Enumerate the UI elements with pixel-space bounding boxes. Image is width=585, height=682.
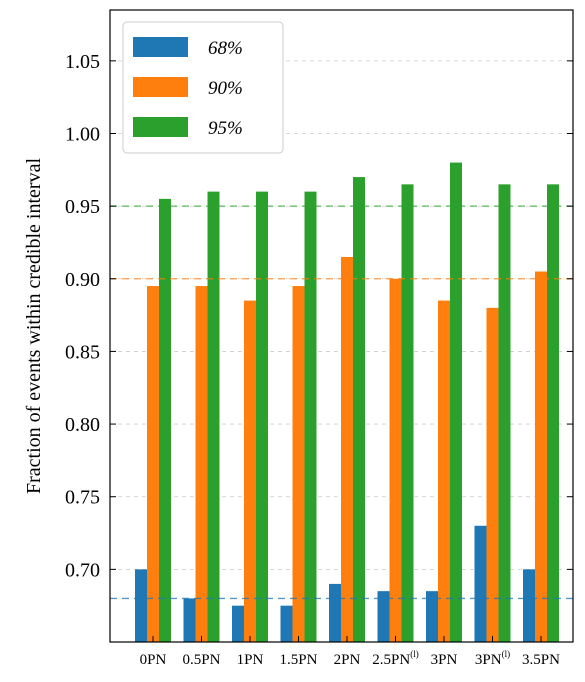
x-tick-label: 3PN	[431, 652, 458, 668]
legend-label: 68%	[208, 38, 243, 59]
bar	[547, 184, 559, 642]
bar	[341, 256, 353, 642]
y-axis-label: Fraction of events within credible inter…	[23, 158, 45, 494]
bar	[256, 191, 268, 642]
bar	[535, 271, 547, 642]
bar	[195, 286, 208, 642]
legend-label: 90%	[208, 78, 243, 99]
legend-swatch	[133, 117, 188, 137]
bar	[292, 286, 305, 642]
x-tick-label: 1.5PN	[280, 652, 318, 668]
y-tick-label: 0.85	[65, 341, 100, 363]
bar	[183, 598, 196, 642]
bar	[438, 300, 450, 642]
y-tick-label: 0.90	[65, 269, 100, 291]
bar	[207, 191, 220, 642]
bar	[159, 198, 171, 642]
x-tick-label: 2.5PN(l)	[372, 649, 418, 668]
y-tick-label: 1.00	[65, 123, 100, 145]
bar	[232, 605, 244, 642]
y-tick-label: 0.80	[65, 414, 100, 436]
bars	[135, 162, 559, 643]
bar	[377, 591, 390, 642]
x-tick-label: 2PN	[334, 652, 361, 668]
legend: 68% 90% 95%	[122, 21, 284, 154]
y-tick-label: 0.75	[65, 487, 100, 509]
bar	[498, 184, 511, 642]
bar	[401, 184, 414, 642]
bar	[304, 191, 317, 642]
y-tick-label: 1.05	[65, 51, 100, 73]
bar	[486, 307, 499, 642]
y-tick-label: 0.95	[65, 196, 100, 218]
legend-swatch	[133, 77, 188, 97]
y-axis: 0.70 0.75 0.80 0.85 0.90 0.95 1.00 1.05	[65, 51, 573, 581]
bar	[353, 177, 365, 643]
legend-label: 95%	[208, 118, 243, 139]
bar	[450, 162, 462, 642]
x-tick-label: 3PN(l)	[475, 649, 510, 668]
x-tick-label: 0.5PN	[183, 652, 221, 668]
x-axis: 0PN 0.5PN 1PN 1.5PN 2PN 2.5PN(l) 3PN 3PN(l) 3.5P…	[140, 636, 560, 668]
x-tick-label: 1PN	[237, 652, 264, 668]
bar	[329, 583, 341, 642]
bar	[474, 525, 487, 642]
bar	[426, 591, 438, 642]
legend-swatch	[133, 37, 188, 57]
x-tick-label: 3.5PN	[522, 652, 560, 668]
plot-frame	[109, 9, 574, 643]
bar	[389, 278, 402, 642]
bar	[280, 605, 293, 642]
reference-lines	[110, 205, 573, 600]
bar	[244, 300, 256, 642]
bar	[523, 569, 535, 642]
y-tick-label: 0.70	[65, 559, 100, 581]
bar	[135, 569, 147, 642]
x-tick-label: 0PN	[140, 652, 167, 668]
bar	[147, 286, 159, 642]
